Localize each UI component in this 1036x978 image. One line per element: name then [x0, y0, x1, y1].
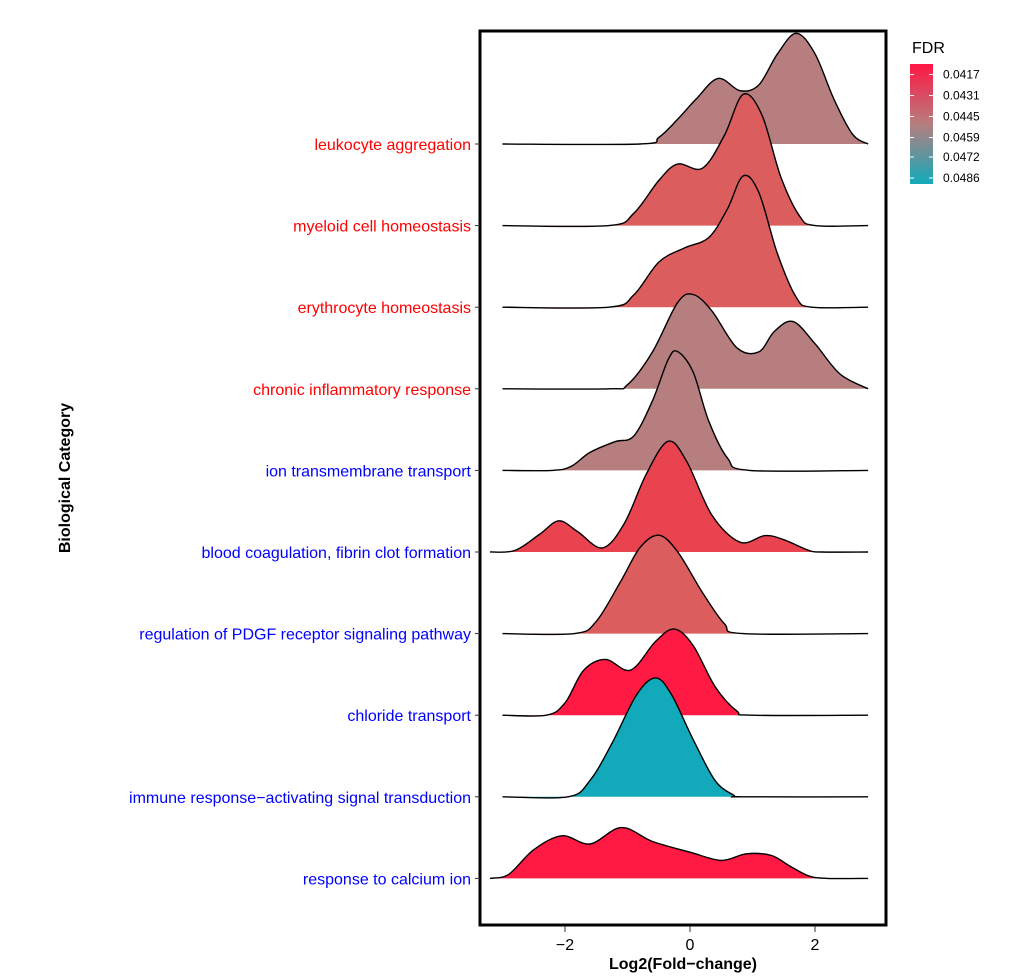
- legend-title: FDR: [912, 40, 945, 57]
- ridge-fill: [502, 629, 869, 717]
- ridge-outline: [502, 677, 869, 799]
- y-tick-label: myeloid cell homeostasis: [293, 219, 471, 236]
- ridge-outline: [502, 628, 869, 717]
- y-tick-label: erythrocyte homeostasis: [298, 300, 471, 317]
- ridge-outline: [489, 440, 869, 553]
- x-tick-label: 2: [811, 937, 820, 954]
- ridge-9: [502, 677, 869, 799]
- ridge-outline: [502, 534, 869, 636]
- x-axis-title: Log2(Fold−change): [609, 956, 757, 973]
- ridge-fill: [502, 350, 869, 472]
- ridge-outline: [502, 350, 869, 472]
- legend-tick-label: 0.0486: [943, 171, 980, 185]
- ridge-outline: [502, 93, 869, 228]
- legend-tick-label: 0.0459: [943, 131, 980, 145]
- y-tick-label: regulation of PDGF receptor signaling pa…: [139, 627, 471, 644]
- legend-ticks: 0.0417 0.0431 0.0445 0.0459 0.0472 0.0486: [910, 68, 980, 185]
- y-tick-label: chloride transport: [347, 708, 471, 725]
- ridge-fill: [502, 93, 869, 227]
- ridge-fill: [490, 441, 869, 553]
- x-axis: −2 0 2: [556, 926, 820, 954]
- ridge-fill: [490, 827, 869, 879]
- ridge-4: [502, 293, 869, 390]
- y-tick-label: chronic inflammatory response: [253, 382, 471, 399]
- y-tick-label: response to calcium ion: [303, 871, 471, 888]
- legend-tick-label: 0.0431: [943, 89, 980, 103]
- ridges-layer: [489, 32, 869, 880]
- legend-colorbar: [910, 64, 933, 184]
- y-axis-title: Biological Category: [57, 403, 74, 553]
- ridge-fill: [502, 33, 869, 145]
- fdr-legend: FDR 0.0417 0.0431 0.0445 0.0459 0.0472 0.0486: [910, 40, 980, 185]
- plot-panel-border: [478, 29, 888, 927]
- y-tick-label: ion transmembrane transport: [266, 463, 472, 480]
- ridge-outline: [502, 32, 869, 146]
- ridge-3: [502, 174, 869, 309]
- legend-tick-label: 0.0417: [943, 68, 980, 82]
- ridge-5: [502, 350, 869, 472]
- legend-tick-label: 0.0472: [943, 150, 980, 164]
- x-tick-label: −2: [556, 937, 574, 954]
- legend-tick-label: 0.0445: [943, 110, 980, 124]
- ridge-8: [502, 628, 869, 717]
- y-tick-labels: leukocyte aggregation myeloid cell homeos…: [129, 137, 480, 888]
- ridge-outline: [489, 826, 869, 880]
- ridge-fill: [502, 293, 869, 390]
- ridge-1: [502, 32, 869, 146]
- ridge-fill: [502, 175, 869, 309]
- ridge-outline: [502, 174, 869, 309]
- y-tick-label: leukocyte aggregation: [314, 137, 471, 154]
- x-tick-label: 0: [686, 937, 695, 954]
- ridge-10: [489, 826, 869, 880]
- ridge-outline: [502, 293, 869, 390]
- y-tick-label: immune response−activating signal transd…: [129, 790, 471, 807]
- ridge-6: [489, 440, 869, 553]
- ridge-fill: [502, 677, 869, 798]
- ridge-7: [502, 534, 869, 636]
- y-tick-label: blood coagulation, fibrin clot formation: [202, 545, 472, 562]
- ridge-fill: [502, 535, 869, 635]
- ridge-2: [502, 93, 869, 228]
